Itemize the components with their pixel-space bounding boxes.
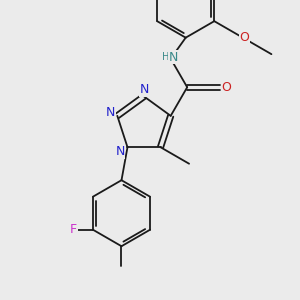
Text: N: N (168, 51, 178, 64)
Text: O: O (239, 31, 249, 44)
Text: N: N (115, 145, 125, 158)
Text: N: N (139, 83, 149, 96)
Text: O: O (221, 81, 231, 94)
Text: H: H (162, 52, 169, 62)
Text: N: N (106, 106, 116, 119)
Text: F: F (70, 223, 77, 236)
